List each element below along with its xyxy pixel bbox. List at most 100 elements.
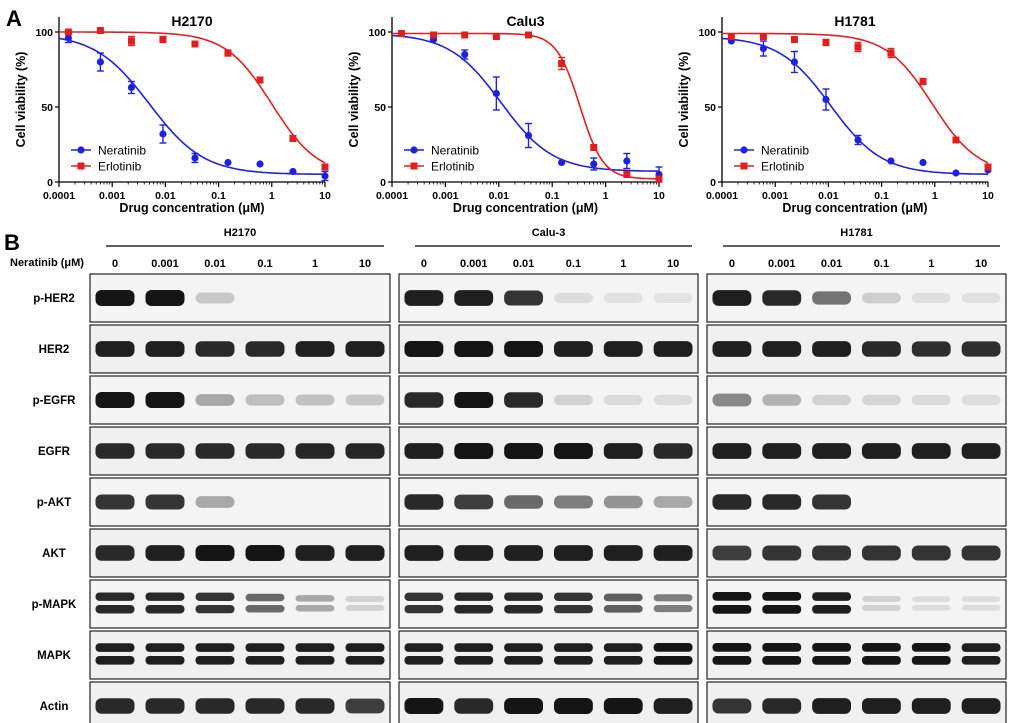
blot-band	[712, 605, 752, 614]
blot-band	[95, 290, 135, 306]
data-point	[558, 158, 566, 167]
dose-label: 0.1	[566, 258, 581, 270]
data-point	[623, 157, 631, 165]
blot-band	[345, 443, 385, 459]
blot-band	[712, 545, 752, 561]
x-tick-label: 0.1	[874, 190, 889, 202]
blot-band	[861, 643, 901, 652]
blot-band	[861, 605, 901, 611]
blot-membrane	[706, 375, 1007, 425]
blot-membrane	[706, 681, 1007, 723]
data-point	[256, 76, 264, 84]
blot-group-1: Calu-3 0 0.001 0.01 0.1 1 10	[415, 227, 692, 270]
blot-band	[812, 605, 852, 614]
cell-line-label: H2170	[224, 227, 256, 239]
blot-band	[195, 443, 235, 459]
row-label: p-EGFR	[33, 395, 76, 407]
blot-band	[653, 292, 693, 304]
x-tick-label: 10	[653, 190, 665, 202]
x-tick-label: 10	[982, 190, 994, 202]
x-tick-label: 0.001	[99, 190, 125, 202]
blot-band	[454, 290, 494, 306]
blot-band	[812, 698, 852, 714]
blot-band	[504, 392, 544, 408]
blot-band	[195, 496, 235, 508]
data-point	[984, 163, 992, 171]
data-point	[919, 78, 927, 85]
legend-label: Neratinib	[98, 144, 146, 158]
blot-band	[404, 290, 444, 306]
blot-band	[345, 643, 385, 652]
blot-band	[195, 341, 235, 357]
row-label: p-AKT	[37, 497, 72, 509]
y-tick-label: 50	[41, 102, 53, 114]
blot-band	[95, 494, 135, 510]
row-label: p-MAPK	[32, 599, 77, 611]
blot-band	[861, 656, 901, 665]
blot-band	[345, 394, 385, 406]
fit-curve	[391, 34, 659, 172]
row-label: Actin	[40, 701, 69, 713]
chart-0: H2170 0 50 100 0.0001 0.001 0.01 0.1 1 10 Drug con…	[14, 13, 331, 215]
blot-band	[195, 292, 235, 304]
data-point	[64, 28, 72, 36]
data-point	[822, 39, 830, 46]
legend-label: Erlotinib	[98, 160, 142, 174]
blot-band	[454, 605, 494, 614]
chart-title: H2170	[171, 13, 212, 29]
dose-label: 0	[112, 258, 118, 270]
blot-membrane	[706, 426, 1007, 476]
data-point	[127, 83, 136, 92]
data-point	[461, 31, 469, 39]
blot-band	[145, 545, 185, 561]
blot-band	[762, 605, 802, 614]
blot-band	[504, 643, 544, 652]
dose-label: 1	[620, 258, 626, 270]
dose-label: 0.01	[204, 258, 225, 270]
y-axis-label: Cell viability (%)	[14, 52, 28, 148]
blot-band	[553, 292, 593, 304]
data-point	[159, 36, 167, 43]
blot-band	[961, 394, 1001, 406]
blot-membrane	[89, 273, 391, 323]
blot-membrane	[89, 375, 391, 425]
blot-band	[454, 443, 494, 459]
blot-band	[553, 698, 593, 714]
blot-membrane	[398, 681, 699, 723]
blot-band	[295, 595, 335, 602]
data-point	[64, 34, 72, 42]
blot-band	[404, 392, 444, 408]
blot-band	[603, 643, 643, 652]
blot-band	[195, 656, 235, 665]
data-point	[321, 172, 329, 180]
blot-band	[95, 592, 135, 601]
blot-band	[762, 698, 802, 714]
dose-label: 0.1	[257, 258, 272, 270]
blot-band	[345, 596, 385, 602]
blot-band	[504, 290, 544, 306]
data-point	[127, 37, 135, 45]
blot-band	[553, 495, 593, 509]
dose-label: 1	[312, 258, 318, 270]
row-label: EGFR	[38, 446, 71, 458]
data-point	[397, 30, 405, 37]
blot-band	[961, 341, 1001, 357]
blot-band	[911, 341, 951, 357]
blot-band	[404, 545, 444, 561]
blot-band	[653, 698, 693, 714]
x-axis-label: Drug concentration (μM)	[453, 201, 598, 215]
blot-band	[195, 605, 235, 614]
blot-row-actin: Actin	[40, 681, 1007, 723]
blot-membrane	[89, 630, 391, 680]
blot-band	[454, 341, 494, 357]
data-point	[727, 33, 735, 40]
blot-membrane	[706, 528, 1007, 578]
blot-band	[861, 698, 901, 714]
blot-band	[404, 443, 444, 459]
blot-band	[861, 394, 901, 406]
data-point	[558, 60, 566, 67]
blot-band	[553, 341, 593, 357]
blot-band	[345, 698, 385, 714]
data-point	[790, 36, 798, 43]
